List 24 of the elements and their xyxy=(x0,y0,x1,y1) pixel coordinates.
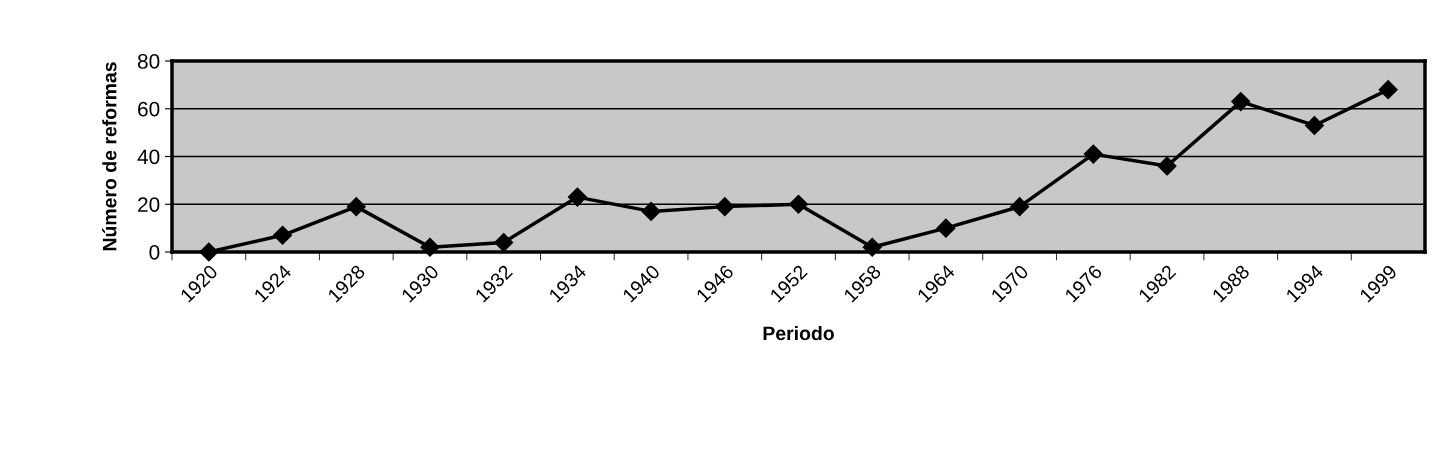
point xyxy=(567,187,587,207)
y-tick-label: 0 xyxy=(149,245,160,260)
point xyxy=(346,197,366,217)
point xyxy=(1231,92,1251,112)
x-axis-title: Periodo xyxy=(763,325,834,341)
point xyxy=(936,218,956,238)
y-tick-label: 40 xyxy=(137,149,160,165)
point xyxy=(1304,115,1324,135)
point xyxy=(420,237,440,257)
point xyxy=(494,232,514,252)
point xyxy=(641,201,661,221)
y-tick-label: 20 xyxy=(138,197,160,212)
point xyxy=(788,194,809,214)
point xyxy=(1010,197,1030,217)
point xyxy=(1378,80,1398,100)
point xyxy=(1157,156,1177,176)
point xyxy=(862,237,882,257)
point xyxy=(715,197,735,217)
point xyxy=(199,242,219,262)
y-tick-label: 60 xyxy=(138,101,160,117)
point xyxy=(1083,144,1103,164)
point xyxy=(273,225,293,245)
y-tick-label: 80 xyxy=(137,54,160,69)
y-axis-title: Número de reformas xyxy=(102,62,117,251)
